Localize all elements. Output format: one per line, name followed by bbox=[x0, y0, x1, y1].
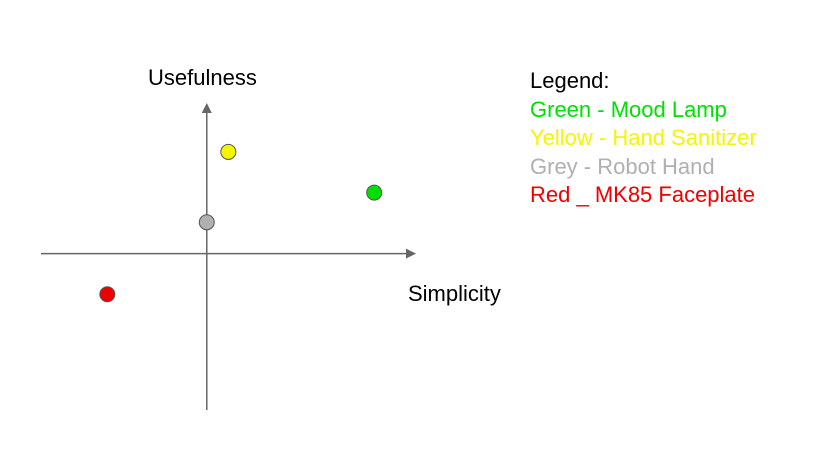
data-point-3 bbox=[198, 214, 215, 231]
legend-entries: Green - Mood Lamp Yellow - Hand Sanitizer… bbox=[530, 96, 757, 210]
data-point-4 bbox=[99, 286, 116, 303]
legend-entry-3: Grey - Robot Hand bbox=[530, 153, 715, 179]
legend-entry-4: Red _ MK85 Faceplate bbox=[530, 182, 756, 207]
legend: Legend: Green - Mood Lamp Yellow - Hand S… bbox=[530, 67, 757, 210]
data-point-1 bbox=[366, 184, 383, 201]
legend-entry-1: Green - Mood Lamp bbox=[530, 96, 727, 122]
y-axis-label: Usefulness bbox=[148, 65, 257, 90]
legend-entry-2: Yellow - Hand Sanitizer bbox=[530, 125, 757, 150]
data-points bbox=[99, 143, 383, 303]
x-axis-label: Simplicity bbox=[408, 281, 501, 306]
data-point-2 bbox=[220, 143, 237, 160]
legend-title: Legend: bbox=[530, 68, 610, 93]
